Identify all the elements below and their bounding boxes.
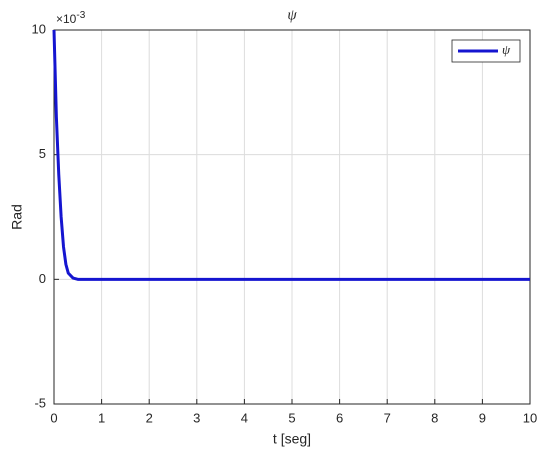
- data-line: [52, 29, 530, 281]
- exponent-label: ×10-3: [56, 10, 86, 27]
- x-tick-label: 5: [288, 410, 295, 425]
- exponent-base: ×10: [56, 12, 77, 26]
- x-tick-label: 10: [523, 410, 537, 425]
- x-tick-label: 2: [146, 410, 153, 425]
- x-tick-label: 6: [336, 410, 343, 425]
- y-tick-label: 5: [39, 146, 46, 161]
- y-tick-label: 0: [39, 271, 46, 286]
- exponent-power: -3: [76, 10, 85, 21]
- x-tick-label: 0: [50, 410, 57, 425]
- x-tick-label: 7: [384, 410, 391, 425]
- x-axis-label: t [seg]: [273, 431, 311, 447]
- x-tick-label: 9: [479, 410, 486, 425]
- y-tick-label: 10: [32, 21, 46, 36]
- axes-box: [53, 29, 531, 405]
- x-tick-label: 3: [193, 410, 200, 425]
- y-axis-label: Rad: [9, 204, 25, 230]
- x-tick-label: 8: [431, 410, 438, 425]
- chart-title: ψ: [287, 7, 297, 23]
- legend-label: ψ: [502, 42, 511, 57]
- y-tick-label: -5: [34, 395, 46, 410]
- x-tick-label: 4: [241, 410, 248, 425]
- x-tick-label: 1: [98, 410, 105, 425]
